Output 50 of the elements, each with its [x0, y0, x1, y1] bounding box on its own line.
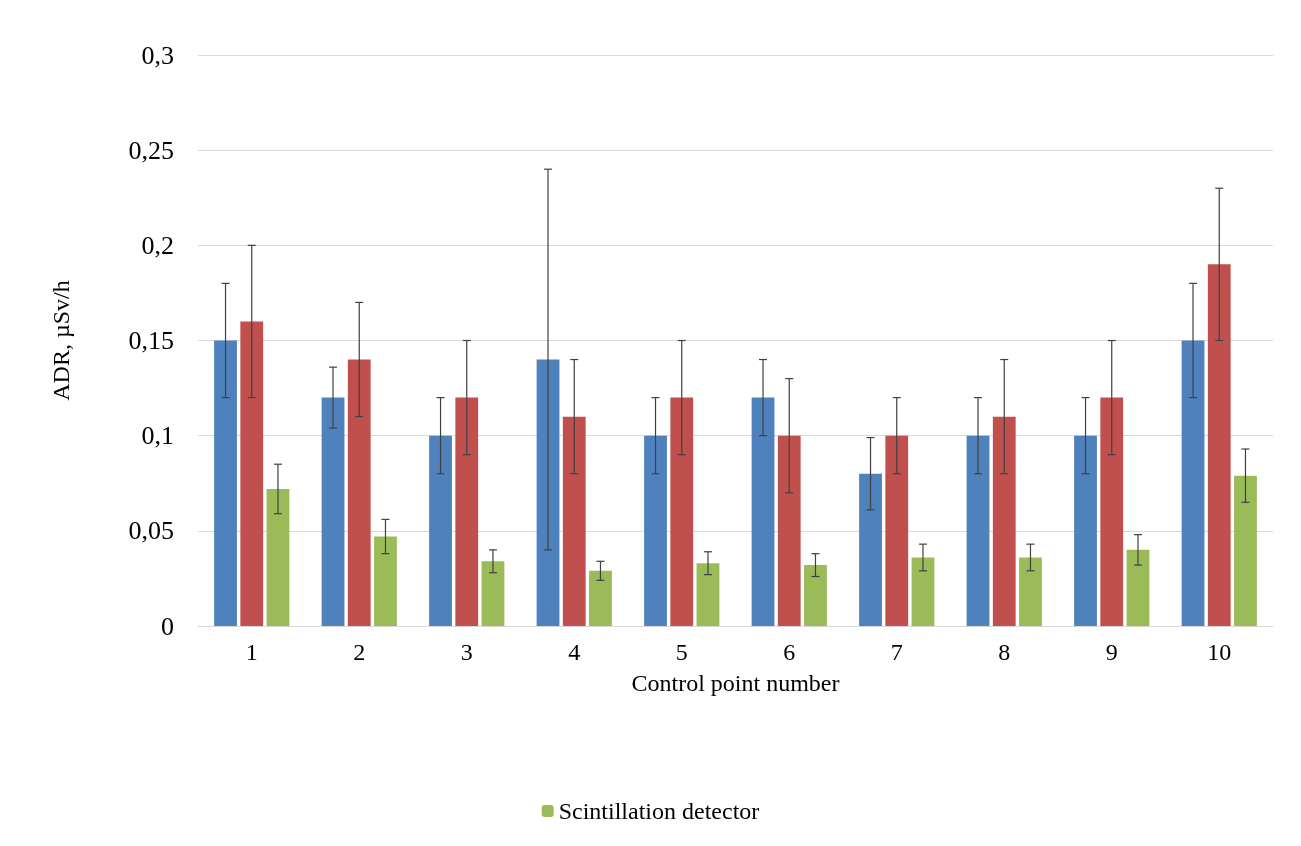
bar: [562, 416, 586, 626]
bar: [1100, 397, 1124, 626]
bar: [455, 397, 479, 626]
x-tick-label: 9: [1105, 639, 1118, 665]
y-tick-label: 0,3: [141, 40, 174, 70]
bar: [321, 397, 345, 626]
x-tick-label: 4: [568, 639, 581, 665]
bar: [1074, 435, 1097, 626]
bar: [644, 435, 667, 626]
y-tick-label: 0,25: [128, 135, 174, 165]
bar: [751, 397, 775, 626]
x-tick-label: 10: [1207, 639, 1232, 665]
x-axis-title: Control point number: [631, 670, 840, 696]
bar: [966, 435, 990, 626]
bar: [859, 473, 882, 626]
x-tick-label: 7: [890, 639, 903, 665]
x-tick-label: 6: [783, 639, 796, 665]
x-tick-label: 3: [460, 639, 473, 665]
y-axis-title: ADR, µSv/h: [48, 280, 74, 401]
bar: [266, 488, 290, 626]
x-tick-label: 5: [675, 639, 688, 665]
bar: [992, 416, 1016, 626]
y-tick-label: 0,2: [141, 230, 174, 260]
y-tick-label: 0: [161, 611, 174, 641]
y-tick-label: 0,05: [128, 516, 174, 546]
bar: [1207, 264, 1231, 626]
bar: [481, 561, 505, 626]
y-tick-label: 0,1: [141, 421, 174, 451]
bar: [1181, 340, 1205, 626]
bar: [777, 435, 801, 626]
bar: [1126, 549, 1150, 626]
bar: [347, 359, 371, 626]
bar: [536, 359, 560, 626]
bar: [589, 570, 612, 626]
x-tick-label: 8: [998, 639, 1011, 665]
x-tick-label: 2: [353, 639, 366, 665]
bar: [696, 563, 720, 626]
bar: [885, 435, 909, 626]
bar: [429, 435, 452, 626]
legend-label: Scintillation detector: [558, 798, 760, 824]
x-tick-label: 1: [245, 639, 258, 665]
bar: [240, 321, 264, 626]
bar: [670, 397, 694, 626]
bar: [804, 565, 827, 626]
bar: [374, 536, 397, 626]
y-tick-label: 0,15: [128, 326, 174, 355]
bar: [911, 557, 935, 626]
bar: [1234, 475, 1257, 626]
bar: [214, 340, 237, 626]
bar: [1019, 557, 1042, 626]
